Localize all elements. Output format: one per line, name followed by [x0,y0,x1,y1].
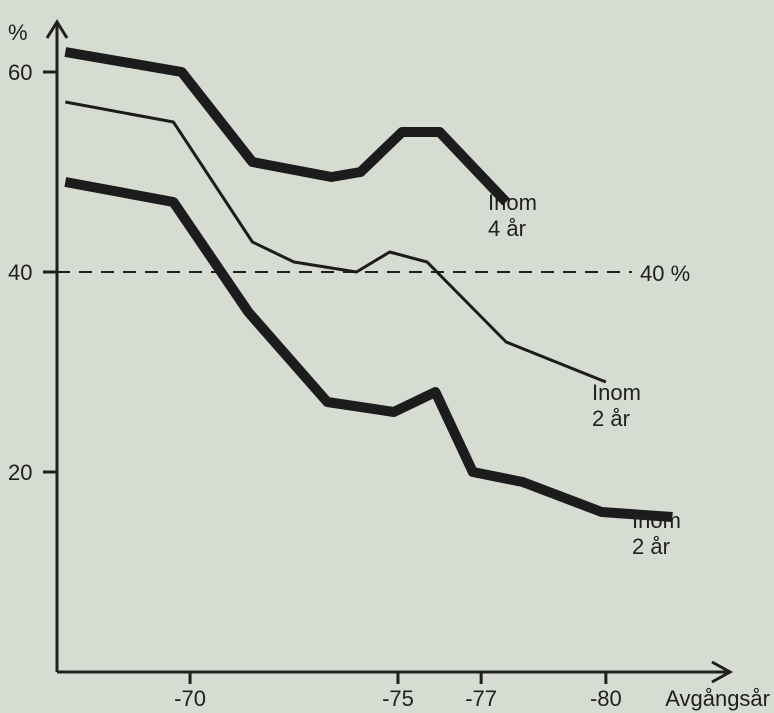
series-line-2 [65,100,607,384]
x-tick-label: -77 [465,686,497,711]
y-axis-arrowhead [45,19,69,39]
series-group: Inom 4 år Inom 2 år Inom 2 år [64,47,681,559]
x-tick-label: -75 [382,686,414,711]
series-label-1: Inom 4 år [488,190,537,241]
series-label-3: Inom 2 år [632,508,681,559]
reference-line-group: 40 % [57,261,690,286]
x-axis-label: Avgångsår [665,686,770,711]
y-tick-label: 60 [8,60,32,85]
y-tick-label: 40 [8,260,32,285]
series-line-1 [64,47,510,206]
x-axis-arrowhead [711,660,734,684]
y-axis-unit: % [8,20,28,45]
y-tick-label: 20 [8,460,32,485]
x-tick-label: -70 [174,686,206,711]
tick-group: 20 40 60 -70 -75 -77 -80 [8,60,622,711]
x-tick-label: -80 [590,686,622,711]
series-label-2: Inom 2 år [592,380,641,431]
series-line-3 [64,177,673,522]
axes: % Avgångsår [8,19,770,711]
reference-line-label: 40 % [640,261,690,286]
